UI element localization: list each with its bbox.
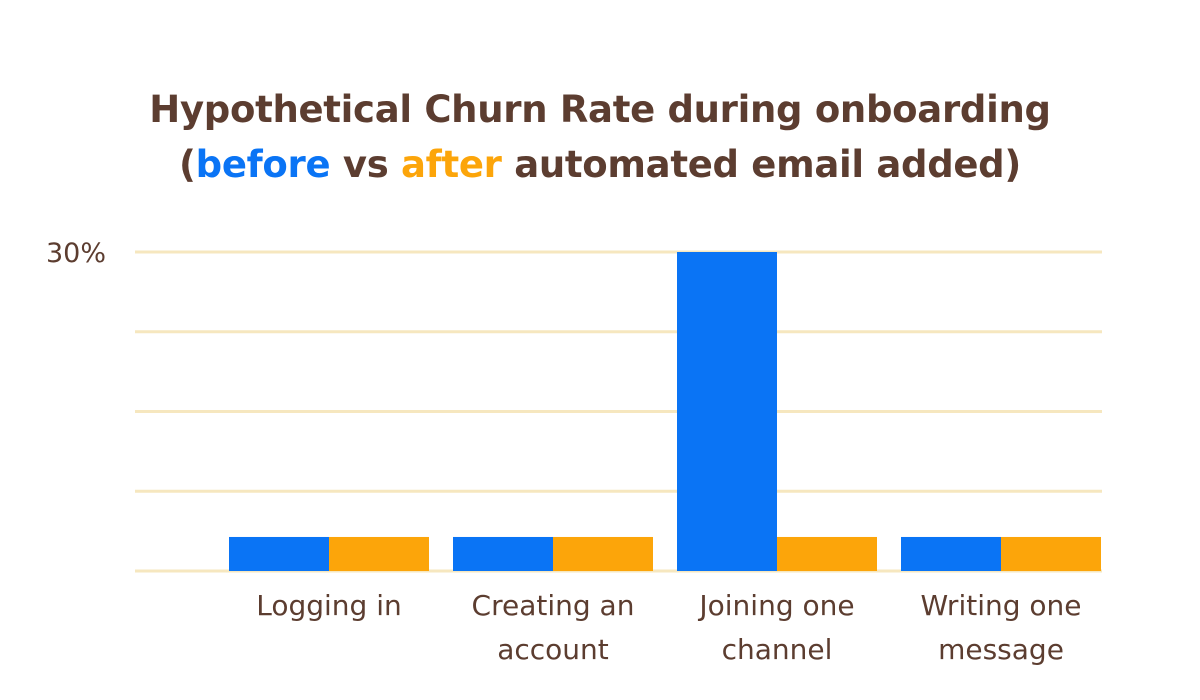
- gridlines: [135, 250, 1102, 573]
- x-tick-label: Logging in: [256, 589, 402, 622]
- title-rest: automated email added): [501, 143, 1021, 186]
- bar-after: [553, 536, 653, 571]
- chart-title: Hypothetical Churn Rate during onboardin…: [0, 82, 1200, 192]
- bar-before: [677, 252, 777, 571]
- x-tick-label: Joining one channel: [697, 589, 854, 666]
- bar-after: [1001, 536, 1101, 571]
- bar-after: [329, 536, 429, 571]
- bar-before: [901, 536, 1001, 571]
- x-tick-label: Writing one message: [921, 589, 1082, 666]
- bar-after: [777, 536, 877, 571]
- y-tick-label: 30%: [46, 238, 106, 269]
- bars: [229, 252, 1101, 571]
- title-line-1: Hypothetical Churn Rate during onboardin…: [149, 88, 1051, 131]
- bar-before: [453, 536, 553, 571]
- title-line-2: (before vs after automated email added): [0, 137, 1200, 192]
- title-after-word: after: [401, 143, 502, 186]
- title-open-paren: (: [179, 143, 196, 186]
- title-vs-word: vs: [330, 143, 402, 186]
- bar-before: [229, 536, 329, 571]
- title-before-word: before: [195, 143, 331, 186]
- x-tick-label: Creating an account: [472, 589, 635, 666]
